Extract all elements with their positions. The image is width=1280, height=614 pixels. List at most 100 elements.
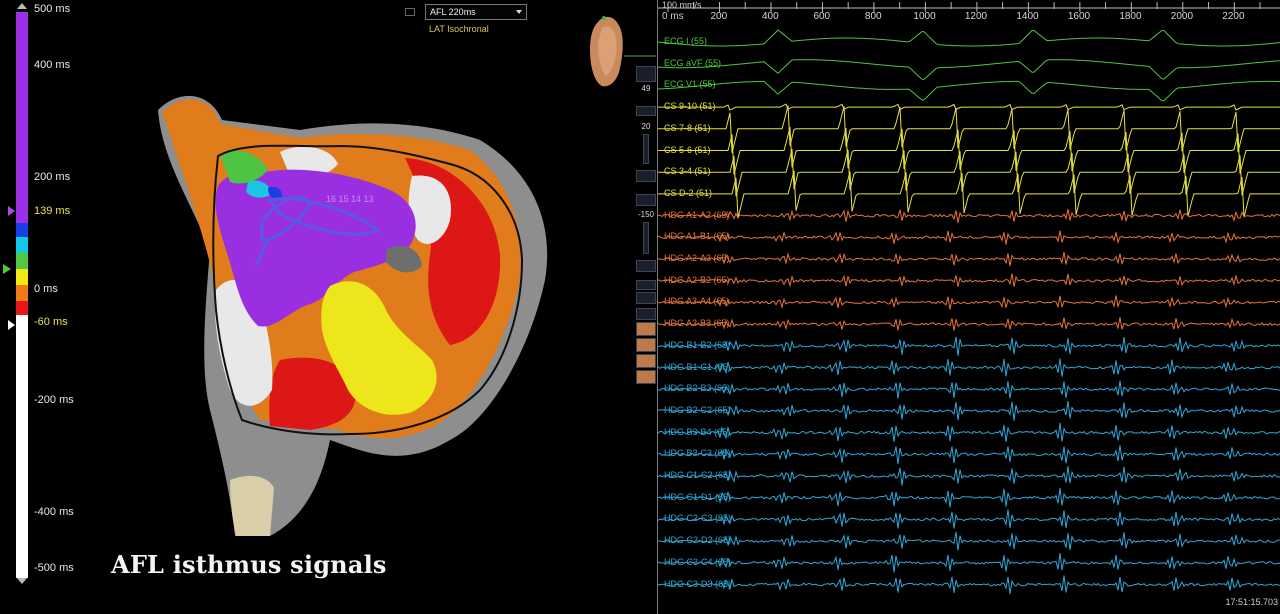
video-caption: AFL isthmus signals [111,550,387,579]
colorbar-cyan-segment [16,237,28,253]
channel-label[interactable]: HDG A1-A2 (65) [664,209,730,220]
channel-label[interactable]: CS 5-6 (51) [664,144,711,155]
channel-label[interactable]: ECG V1 (55) [664,79,716,90]
window-marker-icon[interactable] [3,264,11,274]
lock-icon[interactable] [636,260,656,272]
orientation-heart-icon[interactable] [580,10,656,90]
channel-label[interactable]: HDG C1-C2 (65) [664,470,732,480]
channel-label[interactable]: HDG A2-A3 (65) [664,253,730,263]
heart-view-1-icon[interactable] [636,322,656,336]
map-region-tan [230,475,274,536]
channel-label[interactable]: HDG B1-C1 (65) [664,361,731,372]
ruler-tick-label: 1800 [1119,11,1142,22]
channel-label[interactable]: ECG I (55) [664,36,708,46]
channel-label[interactable]: CS 9-10 (51) [664,101,716,112]
colorbar-uncolored-segment [16,315,28,578]
channel-label[interactable]: CS D-2 (51) [664,187,713,198]
late-threshold-marker-icon[interactable] [8,206,15,216]
map-select-value: AFL 220ms [430,7,476,17]
channel-label[interactable]: CS 7-8 (51) [664,122,711,133]
map-select-dropdown[interactable]: AFL 220ms [425,4,527,20]
scale-down-arrow-icon[interactable] [17,578,27,584]
signal-trace [658,553,1280,573]
map-region-darkgrey [386,245,422,273]
colorbar-gap [16,211,28,223]
channel-label[interactable]: HDG C3-C4 (65) [664,556,732,567]
gain-slider[interactable] [643,134,649,164]
lat-colorbar[interactable] [16,12,28,578]
scale-up-arrow-icon[interactable] [17,3,27,9]
zoom-mountain-icon[interactable] [636,66,656,82]
time-ruler [658,2,1280,12]
catheter-icon [254,195,381,267]
dropdown-arrow-icon[interactable] [636,280,656,290]
ruler-tick-label: 200 [710,11,728,22]
heart-view-4-icon[interactable] [636,370,656,384]
eye-icon[interactable] [636,292,656,304]
ruler-tick-label: 1200 [964,11,988,22]
signal-trace [658,148,1280,197]
chevron-down-icon [516,10,522,14]
channel-label[interactable]: HDG A3-B3 (65) [664,318,730,329]
signal-trace [658,336,1280,356]
pencil-icon[interactable] [636,308,656,320]
signal-traces[interactable] [658,0,1280,614]
offset-value: -150 [637,210,654,219]
signal-trace [658,251,1280,267]
colorbar-late-segment [16,12,28,211]
channel-label[interactable]: HDG C1-D1 (65) [664,491,732,502]
collapse-icon[interactable] [636,194,656,206]
heart-view-3-icon[interactable] [636,354,656,368]
signal-trace [658,295,1280,310]
signal-trace [658,380,1280,399]
gain-value: 20 [641,122,651,131]
heart-view-2-icon[interactable] [636,338,656,352]
channel-label[interactable]: HDG C2-D2 (65) [664,535,732,546]
channel-label[interactable]: HDG A2-B2 (65) [664,274,730,285]
channel-label[interactable]: HDG B3-C3 (65) [664,448,731,459]
channel-label[interactable]: HDG B2-C2 (65) [664,404,731,415]
signal-trace [658,127,1280,175]
early-threshold-marker-icon[interactable] [8,320,15,330]
channel-label[interactable]: HDG B3-B4 (65) [664,426,731,437]
colorbar-blue-segment [16,223,28,237]
colorbar-red-segment [16,301,28,315]
signal-trace [658,509,1280,529]
channel-label[interactable]: HDG C3-D3 (65) [664,578,732,589]
sweep-speed-label: 100 mm/s [662,0,702,10]
scale-label-minus-200: -200 ms [34,394,74,406]
channel-label[interactable]: HDG B1-B2 (65) [664,339,731,350]
bookmark-icon[interactable] [636,170,656,182]
map-region-red-bottom [269,357,356,430]
ruler-tick-label: 800 [864,11,882,22]
scale-label-minus-400: -400 ms [34,506,74,518]
colorbar-green-segment [16,253,28,269]
channel-label[interactable]: HDG A3-A4 (65) [664,296,730,307]
ruler-tick-label: 400 [761,11,779,22]
signal-trace [658,59,1280,80]
lat-map-3d[interactable]: 16 15 14 13 [150,90,560,540]
map-visibility-checkbox[interactable] [405,8,415,16]
map-region-purple [215,169,416,327]
channel-label[interactable]: HDG A1-B1 (65) [664,231,730,242]
scale-label-200: 200 ms [34,171,71,183]
channel-label[interactable]: ECG aVF (55) [664,57,722,68]
signal-trace [658,103,1280,111]
signal-trace [658,230,1280,245]
colorbar-yellow-segment [16,269,28,285]
ruler-label-0: 0 ms [662,11,684,22]
map-region-yellow [321,281,437,415]
signal-trace [658,80,1280,102]
scale-label-400: 400 ms [34,59,71,71]
signal-trace [658,29,1280,47]
channel-label[interactable]: CS 3-4 (51) [664,166,711,177]
scale-label-minus-60: -60 ms [34,316,68,328]
signal-trace [658,466,1280,486]
signals-panel[interactable]: 100 mm/s 0 ms 200 400 600 800 1000 1200 1400 16… [657,0,1280,614]
catheter-electrode-labels: 16 15 14 13 [326,194,374,204]
channel-label[interactable]: HDG B2-B3 (65) [664,383,731,394]
gain-header-icon[interactable] [636,106,656,116]
offset-slider[interactable] [643,222,649,254]
channel-label[interactable]: HDG C2-C3 (65) [664,513,732,524]
map-boundary-line [212,144,524,436]
